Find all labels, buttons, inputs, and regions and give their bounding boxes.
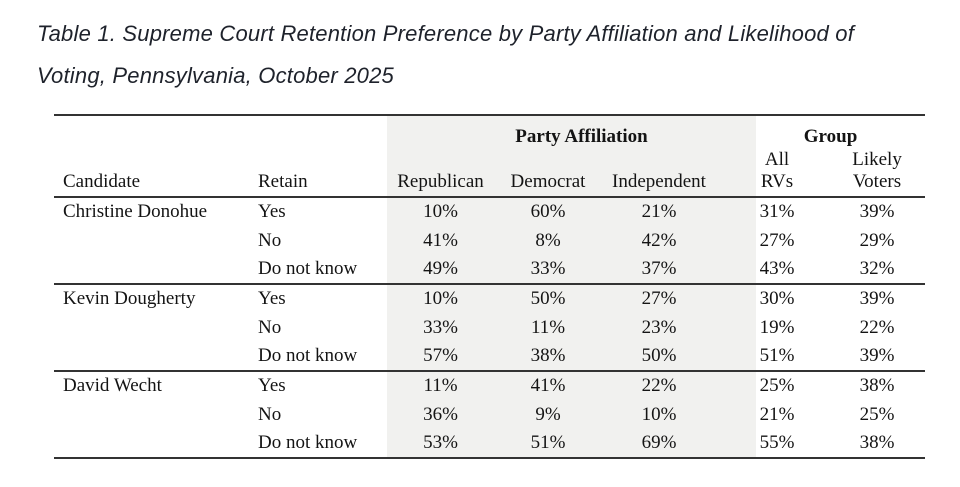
independent-cell: 21% <box>602 197 757 226</box>
group-header-row: Party Affiliation Group <box>54 115 925 149</box>
republican-cell: 53% <box>387 429 494 459</box>
independent-cell: 37% <box>602 255 757 285</box>
all-rvs-cell: 25% <box>759 375 795 396</box>
table-row: Kevin Dougherty Yes 10% 50% 27% 30% 39% <box>54 284 925 313</box>
all-rvs-cell: 51% <box>756 342 819 372</box>
republican-cell: 49% <box>387 255 494 285</box>
spacer-cell <box>602 149 757 171</box>
all-rvs-cell: 43% <box>756 255 819 285</box>
likely-voters-header-top: Likely <box>852 149 902 170</box>
all-rvs-cell: 31% <box>759 201 795 222</box>
independent-cell: 23% <box>602 313 757 342</box>
spacer-cell <box>240 149 387 171</box>
independent-cell: 69% <box>602 429 757 459</box>
democrat-cell: 51% <box>494 429 602 459</box>
republican-cell: 57% <box>387 342 494 372</box>
spacer-cell <box>54 149 240 171</box>
candidate-cell <box>54 255 240 285</box>
independent-cell: 27% <box>602 284 757 313</box>
republican-cell: 11% <box>387 371 494 400</box>
likely-voters-cell: 25% <box>859 403 895 425</box>
democrat-cell: 8% <box>494 226 602 255</box>
sub-header-row: All Likely <box>54 149 925 171</box>
retain-cell: No <box>258 403 282 425</box>
republican-cell: 36% <box>387 400 494 429</box>
all-rvs-cell: 30% <box>759 288 795 309</box>
independent-cell: 22% <box>602 371 757 400</box>
spacer-cell <box>54 115 240 149</box>
independent-cell: 50% <box>602 342 757 372</box>
retain-cell: Do not know <box>240 342 387 372</box>
republican-cell: 10% <box>387 197 494 226</box>
party-affiliation-group-header: Party Affiliation <box>387 115 757 149</box>
likely-voters-cell: 39% <box>818 342 926 372</box>
likely-voters-cell: 22% <box>859 316 895 338</box>
table-caption-line2: Voting, Pennsylvania, October 2025 <box>37 63 394 88</box>
candidate-cell <box>54 342 240 372</box>
column-header-row: Candidate Retain Republican Democrat Ind… <box>54 171 926 198</box>
table-row: No 33% 11% 23% 19% 22% <box>54 313 925 342</box>
democrat-cell: 50% <box>494 284 602 313</box>
spacer-cell <box>387 149 494 171</box>
retain-column-header: Retain <box>240 171 387 198</box>
retain-cell: Yes <box>258 201 286 222</box>
republican-cell: 10% <box>387 284 494 313</box>
candidate-column-header: Candidate <box>54 171 240 198</box>
likely-voters-cell: 39% <box>859 201 895 222</box>
table-row: No 36% 9% 10% 21% 25% <box>54 400 925 429</box>
table-row: No 41% 8% 42% 27% 29% <box>54 226 925 255</box>
retention-preference-table: Party Affiliation Group All Likely Candi… <box>54 114 926 459</box>
democrat-cell: 33% <box>494 255 602 285</box>
democrat-column-header: Democrat <box>494 171 602 198</box>
candidate-cell: Kevin Dougherty <box>63 288 196 309</box>
independent-column-header: Independent <box>602 171 757 198</box>
all-rvs-cell: 55% <box>756 429 819 459</box>
democrat-cell: 11% <box>494 313 602 342</box>
independent-cell: 42% <box>602 226 757 255</box>
table-caption-line1: Table 1. Supreme Court Retention Prefere… <box>37 21 855 46</box>
likely-voters-cell: 38% <box>818 429 926 459</box>
all-rvs-cell: 21% <box>759 403 795 425</box>
retain-cell: Yes <box>258 288 286 309</box>
table-row: Christine Donohue Yes 10% 60% 21% 31% 39… <box>54 197 925 226</box>
retain-cell: Yes <box>258 375 286 396</box>
likely-voters-cell: 39% <box>859 288 895 309</box>
retain-cell: No <box>258 316 282 338</box>
candidate-cell <box>54 226 240 255</box>
republican-cell: 33% <box>387 313 494 342</box>
likely-voters-cell: 32% <box>818 255 926 285</box>
likely-voters-cell: 29% <box>859 229 895 251</box>
retain-cell: No <box>258 229 282 251</box>
spacer-cell <box>494 149 602 171</box>
retain-cell: Do not know <box>240 429 387 459</box>
independent-cell: 10% <box>602 400 757 429</box>
all-rvs-header-top: All <box>764 149 790 170</box>
republican-cell: 41% <box>387 226 494 255</box>
all-rvs-cell: 19% <box>759 316 795 338</box>
candidate-cell <box>54 313 240 342</box>
candidate-cell <box>54 400 240 429</box>
table-row: David Wecht Yes 11% 41% 22% 25% 38% <box>54 371 925 400</box>
retain-cell: Do not know <box>240 255 387 285</box>
table-caption: Table 1. Supreme Court Retention Prefere… <box>37 13 960 97</box>
candidate-cell: Christine Donohue <box>63 201 208 222</box>
democrat-cell: 41% <box>494 371 602 400</box>
table-row: Do not know 49% 33% 37% 43% 32% <box>54 255 926 285</box>
spacer-cell <box>240 115 387 149</box>
likely-voters-header-bottom: Voters <box>818 171 926 198</box>
republican-column-header: Republican <box>387 171 494 198</box>
likely-voters-cell: 38% <box>859 375 895 396</box>
group-group-header: Group <box>803 126 858 147</box>
table-row: Do not know 53% 51% 69% 55% 38% <box>54 429 926 459</box>
table-row: Do not know 57% 38% 50% 51% 39% <box>54 342 926 372</box>
all-rvs-header-bottom: RVs <box>756 171 819 198</box>
candidate-cell <box>54 429 240 459</box>
all-rvs-cell: 27% <box>759 229 795 251</box>
candidate-cell: David Wecht <box>63 375 162 396</box>
democrat-cell: 38% <box>494 342 602 372</box>
democrat-cell: 9% <box>494 400 602 429</box>
democrat-cell: 60% <box>494 197 602 226</box>
